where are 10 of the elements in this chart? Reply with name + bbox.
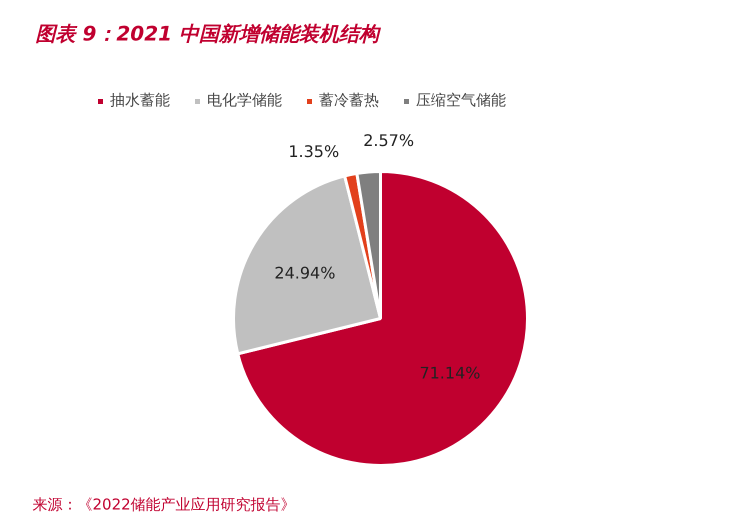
data-label: 71.14% [419, 363, 480, 382]
data-label: 24.94% [274, 264, 336, 283]
chart-title: 图表 9：2021 中国新增储能装机结构 [36, 22, 382, 46]
legend-label: 抽水蓄能 [110, 91, 170, 110]
legend-label: 压缩空气储能 [416, 91, 506, 110]
data-label: 1.35% [288, 142, 340, 161]
source-note: 来源：《2022储能产业应用研究报告》 [32, 496, 296, 514]
data-label: 2.57% [363, 130, 414, 150]
legend-label: 蓄冷蓄热 [319, 91, 379, 110]
legend-label: 电化学储能 [207, 91, 282, 110]
